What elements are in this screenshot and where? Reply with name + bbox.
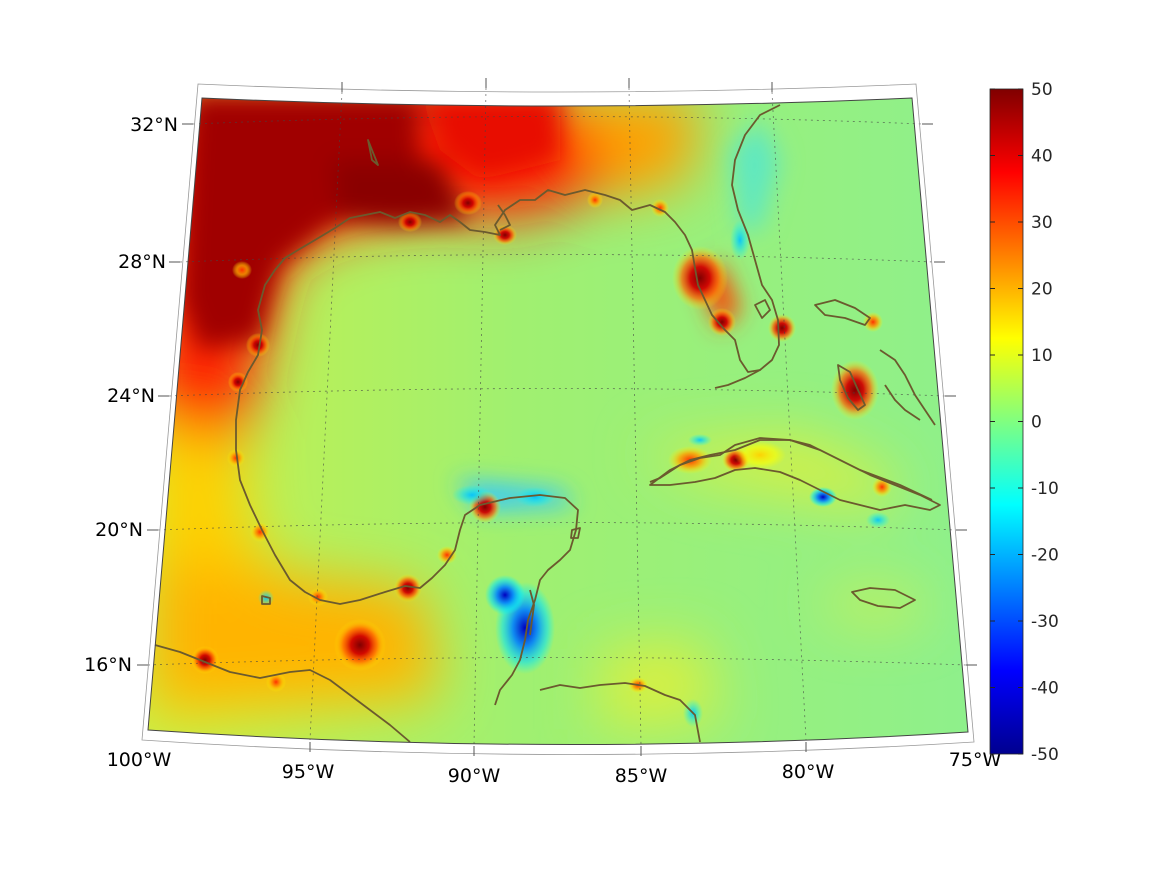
colorbar-labels: 50 40 30 20 10 0 -10 -20 -30 -40 -50 <box>1031 80 1059 765</box>
bahamas-chain-2 <box>884 384 921 421</box>
jamaica <box>851 587 916 609</box>
colorbar-tick-label: 10 <box>1031 346 1053 366</box>
colorbar-tick-label: 30 <box>1031 213 1053 233</box>
colorbar-tick-label: -50 <box>1031 745 1059 765</box>
florida-keys <box>714 369 761 389</box>
mainland-coast <box>235 104 781 706</box>
mississippi-delta <box>497 204 511 231</box>
map-frame-outer <box>141 83 975 755</box>
lon-label-80w: 80°W <box>782 761 835 783</box>
lat-label-20n: 20°N <box>95 519 143 541</box>
lon-label-95w: 95°W <box>282 761 335 783</box>
lat-label-16n: 16°N <box>84 654 132 676</box>
colorbar-tick-label: -40 <box>1031 679 1059 699</box>
cozumel <box>570 527 581 539</box>
colorbar-tick-label: 50 <box>1031 80 1053 100</box>
colorbar-tick-label: 20 <box>1031 280 1053 300</box>
lon-label-75w: 75°W <box>949 749 1002 771</box>
cuba <box>649 439 941 511</box>
lon-label-90w: 90°W <box>448 765 501 787</box>
lon-label-100w: 100°W <box>107 749 172 771</box>
central-america-coast <box>539 682 701 743</box>
coastlines <box>154 104 941 743</box>
colorbar-tick-label: -30 <box>1031 612 1059 632</box>
bahamas-north <box>814 299 871 326</box>
colorbar-tick-label: -20 <box>1031 546 1059 566</box>
mexico-lake <box>261 595 271 605</box>
bahamas-chain <box>879 349 936 426</box>
bahamas-andros <box>837 364 866 411</box>
lon-label-85w: 85°W <box>615 765 668 787</box>
louisiana-inland <box>367 139 379 166</box>
graticule <box>147 87 967 746</box>
lat-label-28n: 28°N <box>118 251 166 273</box>
colorbar: 50 40 30 20 10 0 -10 -20 -30 -40 -50 <box>989 80 1059 765</box>
lat-label-24n: 24°N <box>107 385 155 407</box>
colorbar-ramp <box>989 88 1024 755</box>
belize-reefs <box>529 589 535 636</box>
lake-okeechobee <box>754 299 771 319</box>
color-field <box>148 98 968 745</box>
map-frame <box>147 97 969 746</box>
frame-ticks <box>137 78 977 756</box>
colorbar-tick-label: -10 <box>1031 479 1059 499</box>
colorbar-ticks <box>990 88 1023 755</box>
colorbar-tick-label: 0 <box>1031 413 1042 433</box>
pacific-coast <box>154 644 411 743</box>
colorbar-tick-label: 40 <box>1031 147 1053 167</box>
lat-label-32n: 32°N <box>130 114 178 136</box>
